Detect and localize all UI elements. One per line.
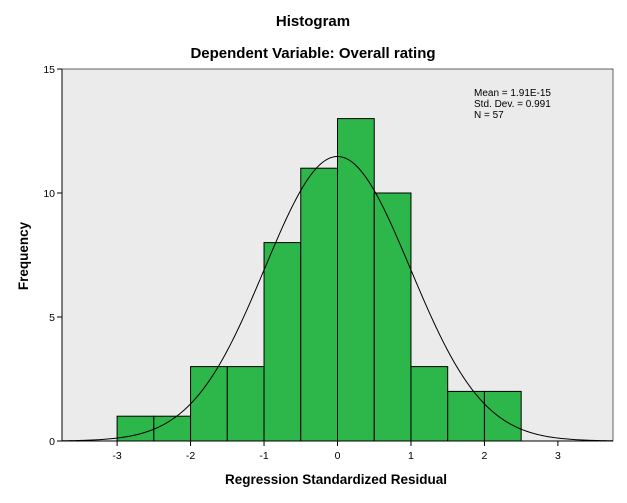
normal-curve bbox=[61, 155, 614, 442]
chart-title: Histogram bbox=[276, 13, 350, 30]
x-tick-label: -3 bbox=[112, 450, 121, 462]
axes-group: -3 -2 -1 0 1 2 3 0 5 10 15 bbox=[43, 64, 613, 462]
x-axis-title: Regression Standardized Residual bbox=[225, 472, 447, 487]
histogram-bar bbox=[300, 167, 338, 442]
x-tick-label: 2 bbox=[482, 450, 488, 462]
x-tick-label: 0 bbox=[335, 450, 341, 462]
x-tick-label: 1 bbox=[408, 450, 414, 462]
stats-mean: Mean = 1.91E-15 bbox=[474, 88, 551, 99]
histogram-bar bbox=[483, 390, 522, 442]
stats-box: Mean = 1.91E-15 Std. Dev. = 0.991 N = 57 bbox=[474, 88, 551, 121]
stats-n: N = 57 bbox=[474, 110, 504, 121]
y-tick-label: 15 bbox=[43, 64, 55, 76]
histogram-bar bbox=[337, 118, 375, 442]
y-tick-label: 10 bbox=[43, 188, 55, 200]
histogram-bar bbox=[373, 192, 412, 442]
x-tick-label: -1 bbox=[259, 450, 268, 462]
histogram-bar bbox=[410, 366, 449, 442]
bars-group bbox=[116, 118, 522, 442]
y-tick-label: 0 bbox=[49, 436, 55, 448]
histogram-bar bbox=[226, 366, 265, 442]
y-tick-label: 5 bbox=[49, 312, 55, 324]
histogram-bar bbox=[263, 242, 302, 442]
histogram-bar bbox=[190, 366, 228, 442]
stats-std-dev: Std. Dev. = 0.991 bbox=[474, 99, 551, 110]
histogram-bar bbox=[447, 390, 485, 442]
chart-subtitle: Dependent Variable: Overall rating bbox=[190, 45, 435, 62]
x-tick-label: -2 bbox=[186, 450, 195, 462]
x-tick-label: 3 bbox=[555, 450, 561, 462]
y-axis-title: Frequency bbox=[16, 221, 31, 290]
